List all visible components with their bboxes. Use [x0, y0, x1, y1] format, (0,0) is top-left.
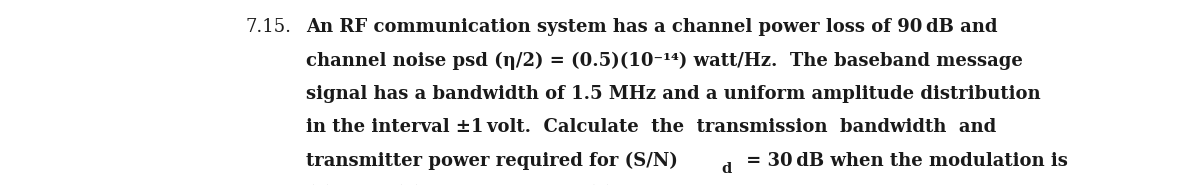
Text: d: d	[721, 162, 732, 176]
Text: An RF communication system has a channel power loss of 90 dB and: An RF communication system has a channel…	[306, 18, 997, 36]
Text: 7.15.: 7.15.	[246, 18, 292, 36]
Text: transmitter power required for (S/N): transmitter power required for (S/N)	[306, 152, 678, 170]
Text: = 30 dB when the modulation is: = 30 dB when the modulation is	[740, 152, 1068, 170]
Text: channel noise psd (η/2) = (0.5)(10⁻¹⁴) watt/Hz.  The baseband message: channel noise psd (η/2) = (0.5)(10⁻¹⁴) w…	[306, 52, 1022, 70]
Text: in the interval ±1 volt.  Calculate  the  transmission  bandwidth  and: in the interval ±1 volt. Calculate the t…	[306, 118, 996, 136]
Text: signal has a bandwidth of 1.5 MHz and a uniform amplitude distribution: signal has a bandwidth of 1.5 MHz and a …	[306, 85, 1040, 103]
